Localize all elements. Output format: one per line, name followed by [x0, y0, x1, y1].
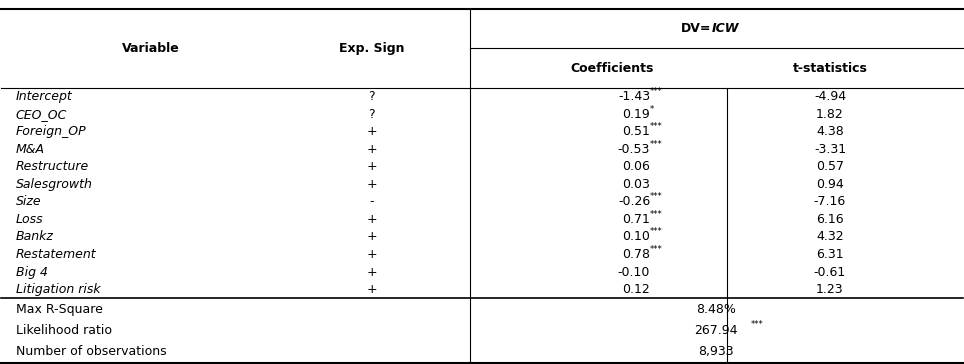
Text: DV=​ICW: DV=​ICW	[0, 363, 1, 364]
Text: +: +	[366, 125, 377, 138]
Text: ***: ***	[650, 140, 663, 149]
Text: -0.61: -0.61	[814, 265, 846, 278]
Text: 0.51: 0.51	[623, 125, 650, 138]
Text: Restructure: Restructure	[15, 161, 89, 173]
Text: 1.23: 1.23	[817, 283, 844, 296]
Text: ***: ***	[650, 227, 663, 236]
Text: 6.31: 6.31	[817, 248, 844, 261]
Text: Variable: Variable	[121, 42, 179, 55]
Text: 0.78: 0.78	[622, 248, 650, 261]
Text: Number of observations: Number of observations	[15, 345, 167, 359]
Text: Litigation risk: Litigation risk	[15, 283, 100, 296]
Text: Bankz: Bankz	[15, 230, 54, 244]
Text: +: +	[366, 283, 377, 296]
Text: 0.19: 0.19	[623, 108, 650, 121]
Text: 4.32: 4.32	[817, 230, 844, 244]
Text: ?: ?	[368, 90, 375, 103]
Text: M&A: M&A	[15, 143, 44, 156]
Text: ***: ***	[650, 210, 663, 219]
Text: 0.94: 0.94	[817, 178, 844, 191]
Text: +: +	[366, 230, 377, 244]
Text: Likelihood ratio: Likelihood ratio	[15, 324, 112, 337]
Text: Coefficients: Coefficients	[570, 62, 654, 75]
Text: Max R-Square: Max R-Square	[15, 302, 103, 316]
Text: 0.71: 0.71	[623, 213, 650, 226]
Text: Exp. Sign: Exp. Sign	[338, 42, 404, 55]
Text: -7.16: -7.16	[814, 195, 846, 209]
Text: +: +	[366, 143, 377, 156]
Text: 267.94: 267.94	[694, 324, 737, 337]
Text: -0.53: -0.53	[618, 143, 650, 156]
Text: Big 4: Big 4	[15, 265, 48, 278]
Text: ICW: ICW	[711, 22, 738, 35]
Text: 6.16: 6.16	[817, 213, 844, 226]
Text: -1.43: -1.43	[618, 90, 650, 103]
Text: ***: ***	[650, 192, 663, 201]
Text: ?: ?	[368, 108, 375, 121]
Text: 1.82: 1.82	[817, 108, 844, 121]
Text: Loss: Loss	[15, 213, 43, 226]
Text: ***: ***	[650, 245, 663, 254]
Text: +: +	[366, 178, 377, 191]
Text: Size: Size	[15, 195, 41, 209]
Text: 8,933: 8,933	[698, 345, 734, 359]
Text: *: *	[650, 104, 655, 114]
Text: +: +	[366, 248, 377, 261]
Text: -0.10: -0.10	[618, 265, 650, 278]
Text: 8.48%: 8.48%	[696, 302, 736, 316]
Text: +: +	[366, 265, 377, 278]
Text: 0.03: 0.03	[623, 178, 650, 191]
Text: CEO_OC: CEO_OC	[15, 108, 67, 121]
Text: ***: ***	[751, 320, 763, 329]
Text: 0.06: 0.06	[623, 161, 650, 173]
Text: 0.12: 0.12	[623, 283, 650, 296]
Text: -4.94: -4.94	[814, 90, 846, 103]
Text: DV=: DV=	[681, 22, 711, 35]
Text: +: +	[366, 161, 377, 173]
Text: 0.10: 0.10	[623, 230, 650, 244]
Text: Salesgrowth: Salesgrowth	[15, 178, 93, 191]
Text: t-statistics: t-statistics	[792, 62, 868, 75]
Text: -0.26: -0.26	[618, 195, 650, 209]
Text: ***: ***	[650, 87, 663, 96]
Text: Restatement: Restatement	[15, 248, 96, 261]
Text: 0.57: 0.57	[816, 161, 844, 173]
Text: Foreign_OP: Foreign_OP	[15, 125, 87, 138]
Text: +: +	[366, 213, 377, 226]
Text: ***: ***	[650, 122, 663, 131]
Text: -3.31: -3.31	[814, 143, 846, 156]
Text: -: -	[369, 195, 374, 209]
Text: Intercept: Intercept	[15, 90, 72, 103]
Text: 4.38: 4.38	[817, 125, 844, 138]
